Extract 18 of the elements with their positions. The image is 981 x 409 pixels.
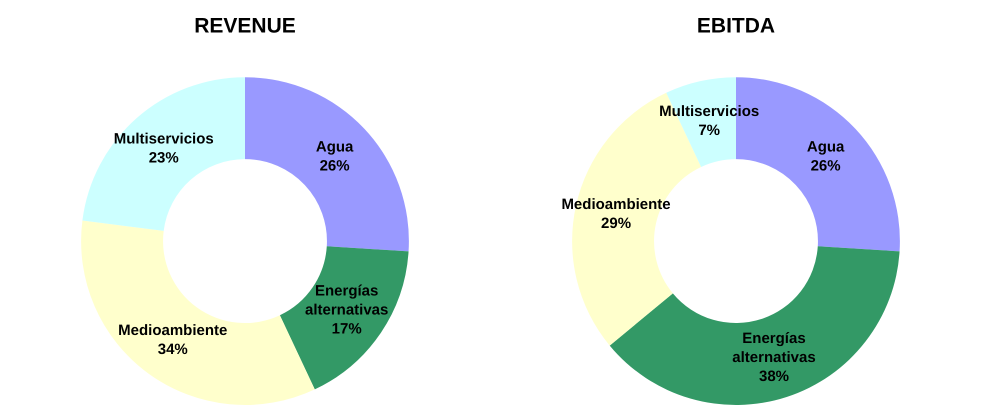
data-label: 29%	[600, 214, 631, 232]
slice-label: Medioambiente	[560, 196, 670, 213]
data-label: 23%	[148, 150, 179, 167]
slice-label: Energías alternativas	[732, 330, 816, 366]
slice-label: Multiservicios	[658, 102, 759, 120]
data-label: 26%	[810, 158, 840, 175]
slice-label: Medioambiente	[118, 322, 228, 340]
slice-label: Multiservicios	[114, 130, 214, 148]
data-label: 17%	[332, 320, 362, 338]
slice-label: Energías alternativas	[304, 282, 388, 318]
chart-title: REVENUE	[194, 14, 296, 38]
data-label: 7%	[698, 122, 720, 139]
data-label: 26%	[320, 158, 350, 175]
data-label: 34%	[158, 341, 188, 358]
data-label: 38%	[758, 368, 788, 386]
slice-label: Agua	[806, 138, 845, 156]
slice-label: Agua	[316, 138, 354, 156]
chart-title: EBITDA	[696, 14, 775, 38]
